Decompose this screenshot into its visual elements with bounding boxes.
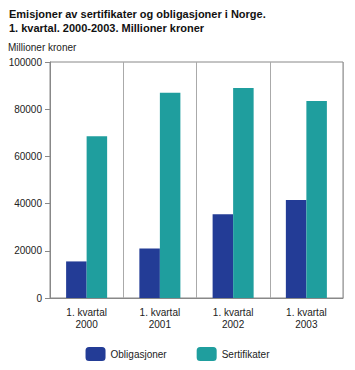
svg-text:40000: 40000: [14, 198, 42, 209]
svg-text:2000: 2000: [76, 319, 99, 330]
svg-text:0: 0: [36, 293, 42, 304]
svg-text:2001: 2001: [149, 319, 172, 330]
svg-text:2003: 2003: [295, 319, 318, 330]
svg-text:Sertifikater: Sertifikater: [222, 349, 270, 360]
svg-text:2002: 2002: [222, 319, 245, 330]
svg-text:Obligasjoner: Obligasjoner: [111, 349, 168, 360]
svg-text:Emisjoner av sertifikater og o: Emisjoner av sertifikater og obligasjone…: [9, 8, 266, 20]
svg-text:1. kvartal: 1. kvartal: [286, 307, 327, 318]
svg-text:1. kvartal: 1. kvartal: [140, 307, 181, 318]
svg-text:20000: 20000: [14, 245, 42, 256]
svg-text:60000: 60000: [14, 151, 42, 162]
svg-text:100000: 100000: [9, 57, 43, 68]
svg-text:Millioner kroner: Millioner kroner: [8, 42, 77, 53]
svg-text:1. kvartal: 1. kvartal: [66, 307, 107, 318]
svg-text:1. kvartal: 1. kvartal: [213, 307, 254, 318]
svg-text:80000: 80000: [14, 104, 42, 115]
svg-text:1. kvartal. 2000-2003. Million: 1. kvartal. 2000-2003. Millioner kroner: [9, 22, 205, 34]
